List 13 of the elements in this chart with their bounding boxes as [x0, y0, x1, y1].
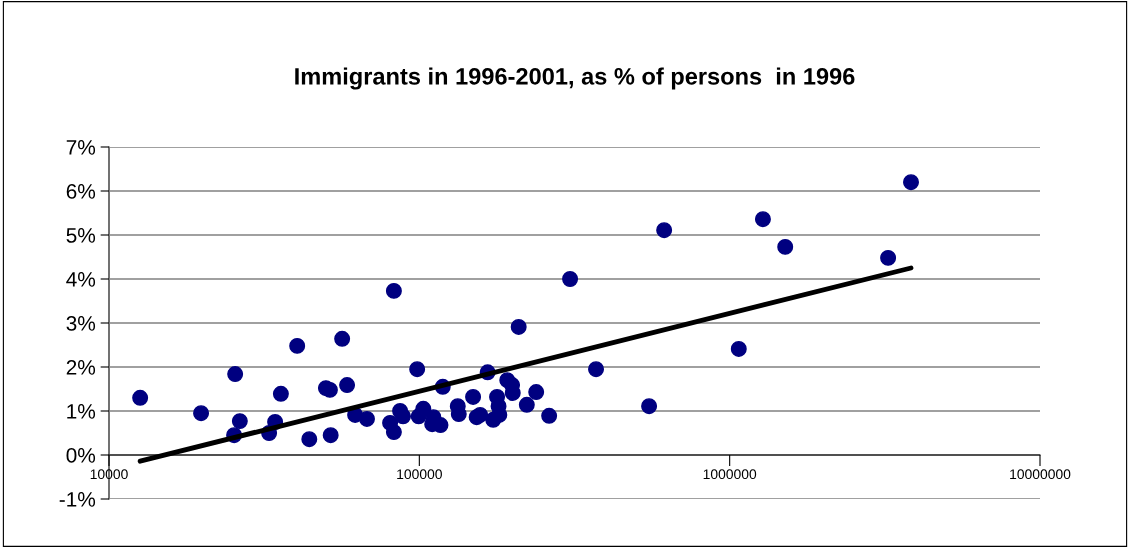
x-tick-label: 100000: [397, 469, 442, 480]
x-tick-label: 1000000: [703, 469, 757, 480]
y-tick-label: 5%: [66, 228, 96, 243]
chart-title: Immigrants in 1996-2001, as % of persons in 1996: [295, 67, 855, 90]
x-tick-label: 10000000: [1010, 469, 1071, 480]
y-tick-label: 6%: [66, 184, 96, 199]
y-tick-label: 3%: [66, 316, 96, 331]
y-tick-label: 7%: [66, 140, 96, 155]
y-tick-label: 1%: [67, 404, 96, 419]
y-tick-label: -1%: [59, 492, 96, 507]
y-tick-label: 0%: [66, 448, 96, 463]
y-tick-label: 4%: [66, 272, 96, 287]
y-tick-label: 2%: [66, 360, 96, 375]
